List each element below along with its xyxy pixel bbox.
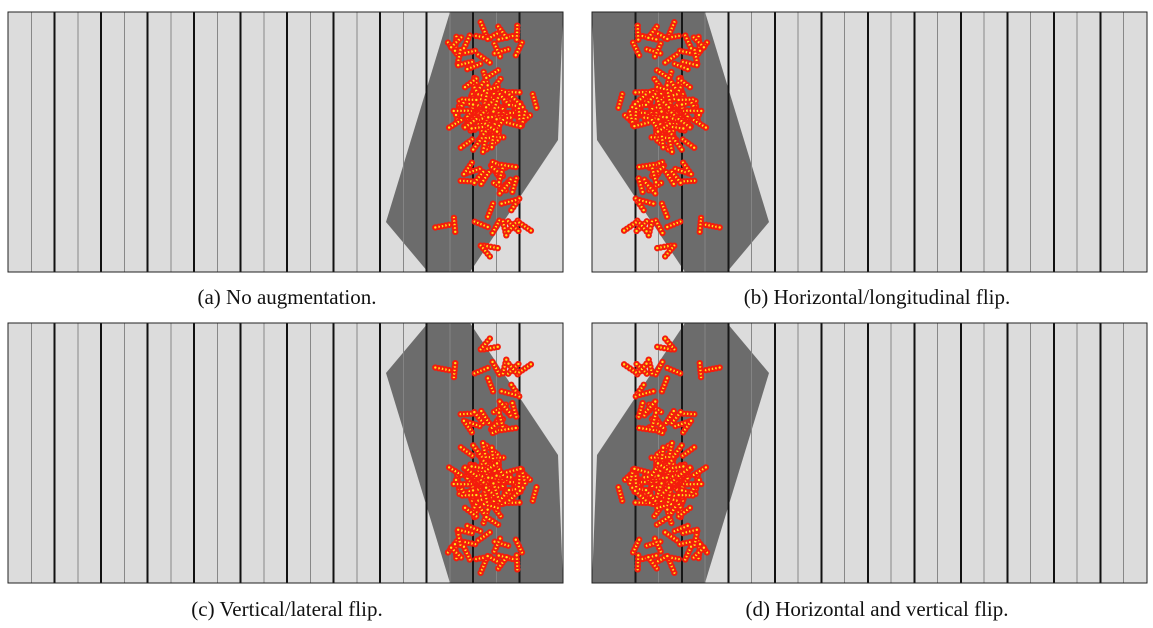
caption: (c) Vertical/lateral flip. [191,597,382,621]
panel-c [8,323,563,583]
panel-a [8,12,563,272]
panel-b [592,12,1147,272]
caption: (b) Horizontal/longitudinal flip. [744,285,1011,309]
panel-d [592,323,1147,583]
caption: (d) Horizontal and vertical flip. [746,597,1009,621]
figure: (a) No augmentation. (b) Horizontal/long… [0,0,1153,628]
caption: (a) No augmentation. [197,285,376,309]
